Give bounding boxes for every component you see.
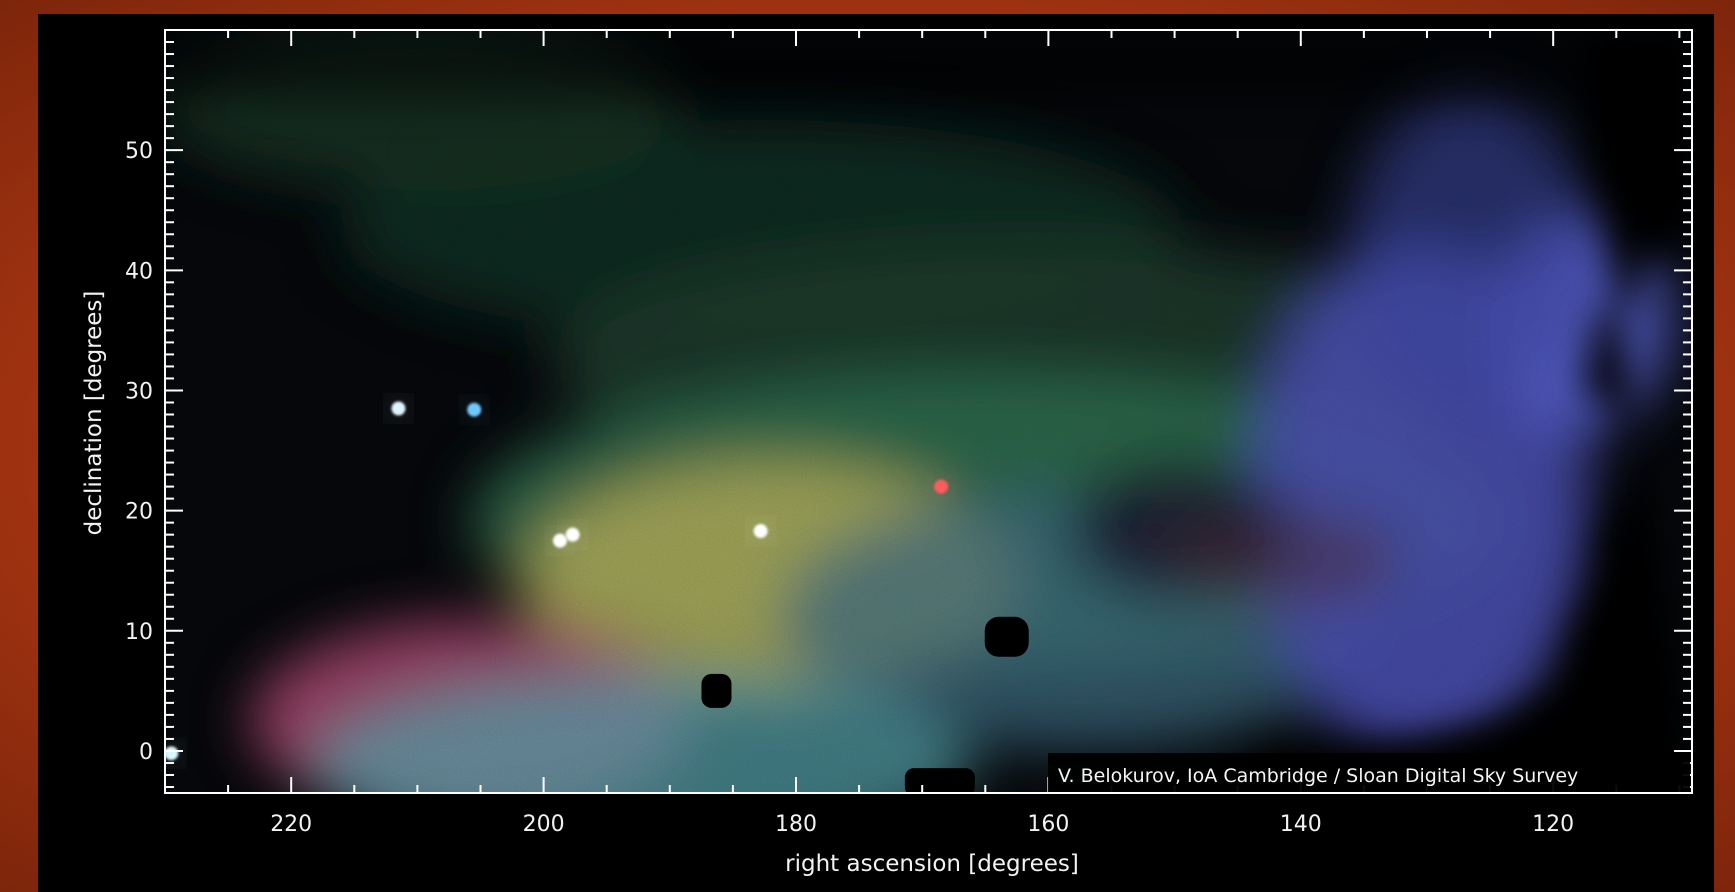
y-tick-label: 0 <box>139 740 153 765</box>
y-tick-label: 50 <box>125 139 153 164</box>
masked-region <box>701 673 732 708</box>
x-tick-label: 120 <box>1532 812 1574 837</box>
x-tick-label: 180 <box>775 812 817 837</box>
bright-point <box>753 524 768 539</box>
x-tick-label: 220 <box>270 812 312 837</box>
masked-regions <box>701 616 1029 793</box>
bright-point <box>934 479 949 494</box>
credit-text: V. Belokurov, IoA Cambridge / Sloan Digi… <box>1058 765 1578 787</box>
y-tick-label: 10 <box>125 620 153 645</box>
bright-point <box>391 401 406 416</box>
y-axis: 0 10 20 30 40 50 <box>125 29 1692 788</box>
masked-region <box>904 768 975 793</box>
noise-overlay <box>165 30 1692 793</box>
x-tick-label: 160 <box>1027 812 1069 837</box>
y-axis-title: declination [degrees] <box>81 291 107 536</box>
credit-box <box>1048 753 1690 792</box>
y-tick-label: 30 <box>125 379 153 404</box>
y-tick-label: 20 <box>125 500 153 525</box>
x-axis-title: right ascension [degrees] <box>785 851 1079 877</box>
sky-image <box>165 30 1692 793</box>
plot-frame <box>164 29 1693 794</box>
x-axis: 220 200 180 160 140 120 <box>164 30 1681 837</box>
bright-point <box>565 527 580 542</box>
bright-point <box>165 746 179 761</box>
bright-point <box>467 402 482 417</box>
bright-points <box>165 397 953 765</box>
y-tick-label: 40 <box>125 259 153 284</box>
x-tick-label: 140 <box>1280 812 1322 837</box>
x-tick-label: 200 <box>523 812 565 837</box>
masked-region <box>984 616 1029 657</box>
